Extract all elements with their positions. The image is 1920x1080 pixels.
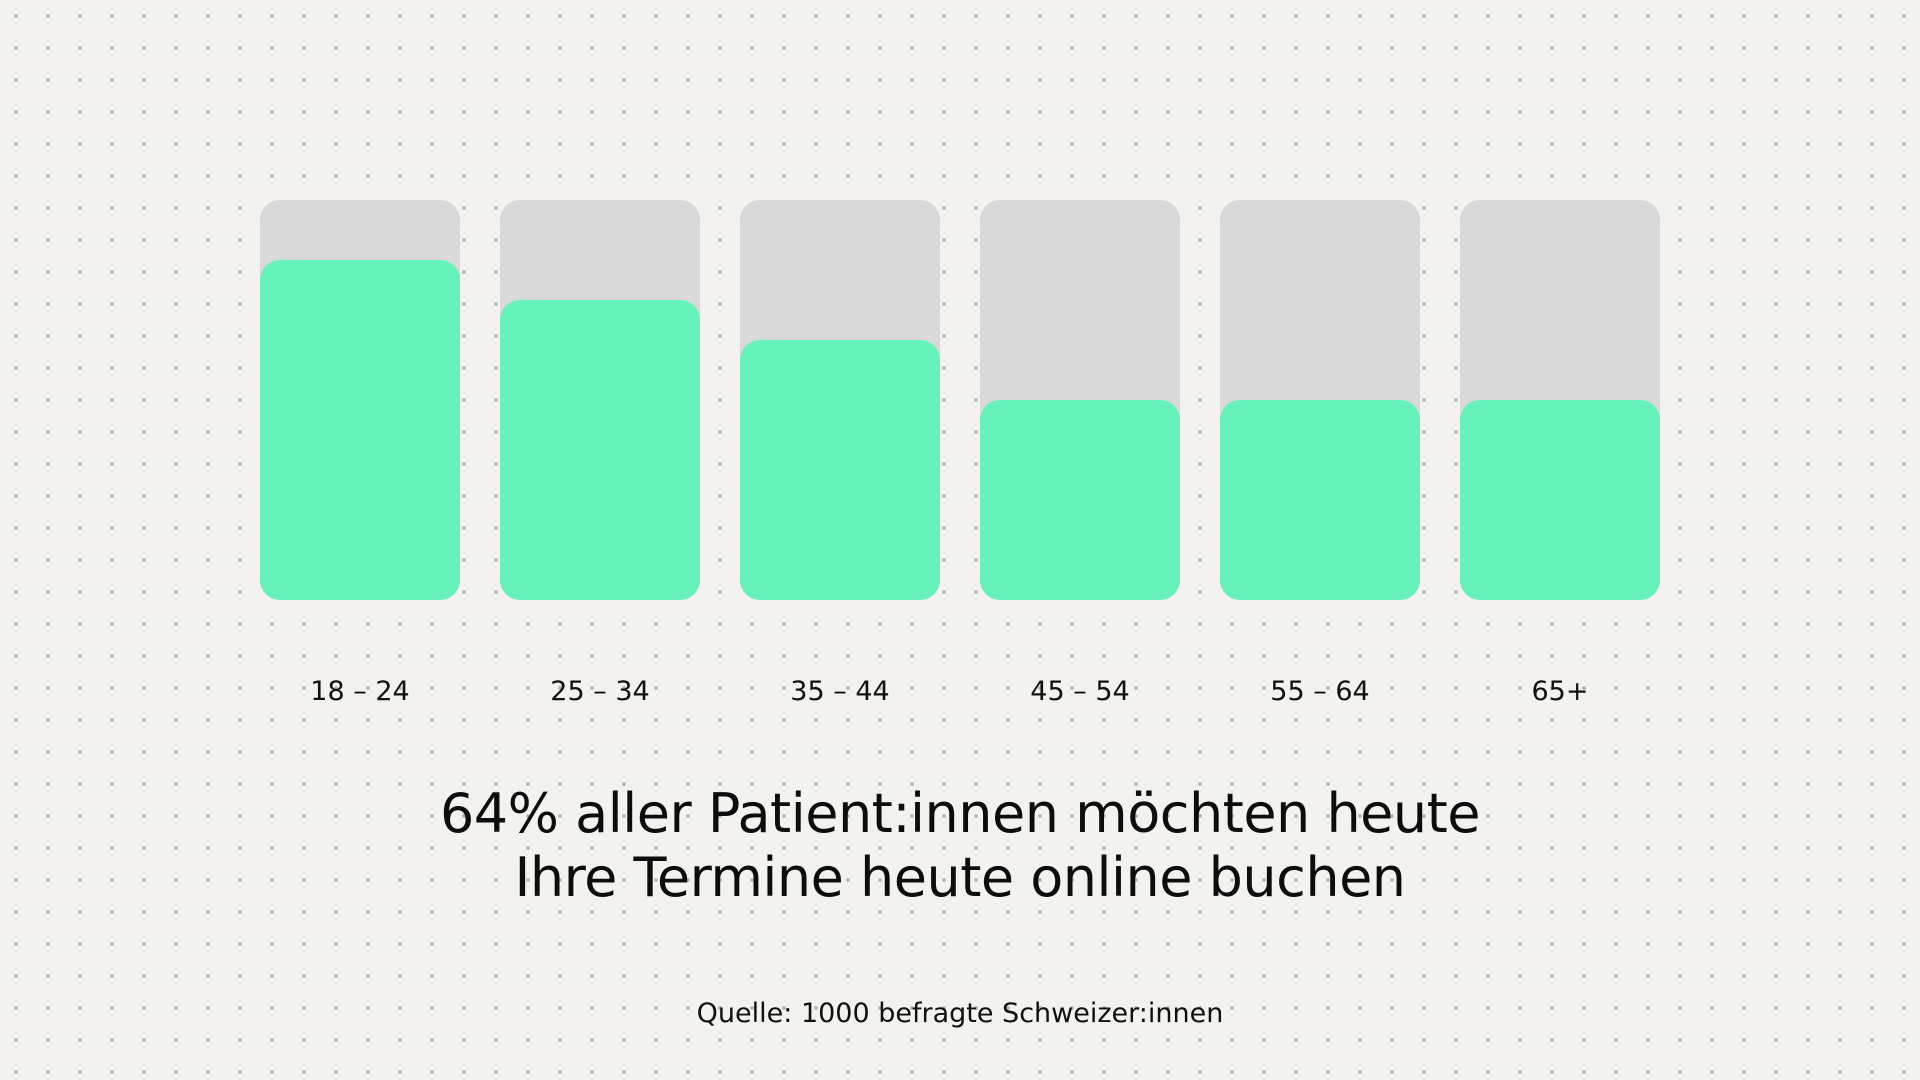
category-label: 65+ <box>1532 676 1589 707</box>
category-label: 55 – 64 <box>1270 676 1369 707</box>
bar-value <box>1460 400 1660 600</box>
bar-value <box>740 340 940 600</box>
category-label: 35 – 44 <box>790 676 889 707</box>
bar-group: 25 – 34 <box>500 200 700 707</box>
bar-group: 45 – 54 <box>980 200 1180 707</box>
bar-value <box>980 400 1180 600</box>
bar-chart: 18 – 24 25 – 34 35 – 44 45 – 54 55 – 64 65+ <box>260 200 1660 707</box>
bar-group: 55 – 64 <box>1220 200 1420 707</box>
bar-value <box>1220 400 1420 600</box>
category-label: 18 – 24 <box>310 676 409 707</box>
bar-value <box>260 260 460 600</box>
headline-line-1: 64% aller Patient:innen möchten heute <box>439 782 1481 845</box>
bar-group: 65+ <box>1460 200 1660 707</box>
bar-group: 35 – 44 <box>740 200 940 707</box>
category-label: 45 – 54 <box>1030 676 1129 707</box>
category-label: 25 – 34 <box>550 676 649 707</box>
source-note: Quelle: 1000 befragte Schweizer:innen <box>696 998 1224 1029</box>
bar-group: 18 – 24 <box>260 200 460 707</box>
headline-line-2: Ihre Termine heute online buchen <box>514 846 1406 909</box>
bar-value <box>500 300 700 600</box>
chart-headline: 64% aller Patient:innen möchten heute Ih… <box>0 782 1920 910</box>
